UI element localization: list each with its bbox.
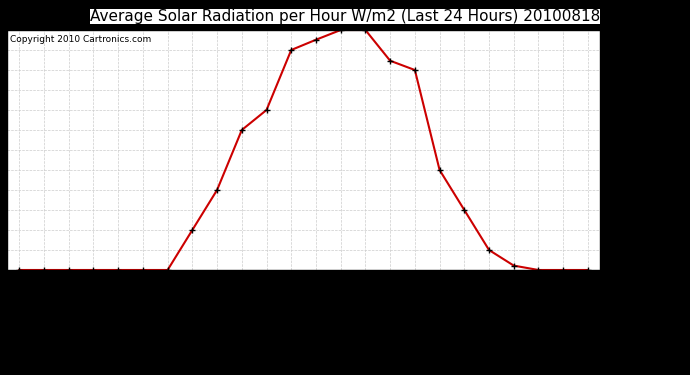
Text: Average Solar Radiation per Hour W/m2 (Last 24 Hours) 20100818: Average Solar Radiation per Hour W/m2 (L… xyxy=(90,9,600,24)
Text: Copyright 2010 Cartronics.com: Copyright 2010 Cartronics.com xyxy=(10,35,151,44)
